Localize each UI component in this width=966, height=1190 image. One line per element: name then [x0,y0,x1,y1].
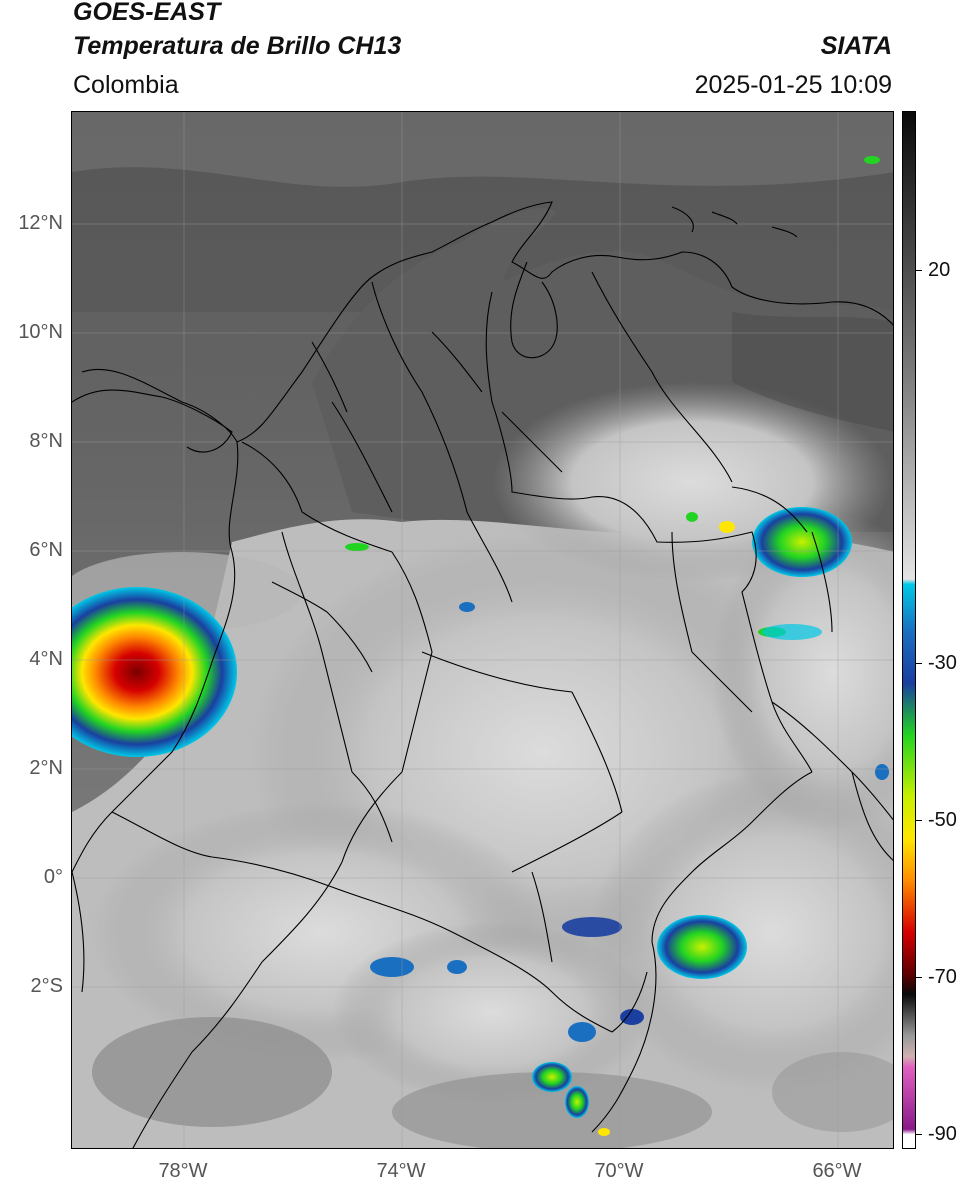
colorbar-label: -50 [928,809,957,831]
lat-label: 2°N [29,757,63,779]
datetime-label: 2025-01-25 10:09 [694,71,892,99]
storm-cell-pacific [72,587,237,757]
colorbar-label: -30 [928,652,957,674]
colorbar [902,111,916,1149]
colorbar-tick [916,270,922,271]
lon-label: 66°W [812,1160,862,1182]
colorbar-tick [916,977,922,978]
lat-label: 2°S [30,975,63,997]
colorbar-tick [916,663,922,664]
colorbar-tick [916,820,922,821]
region-label: Colombia [73,71,179,99]
lon-label: 74°W [376,1160,426,1182]
borders [72,201,893,1148]
lat-label: 4°N [29,648,63,670]
satellite-title: GOES-EAST [73,0,221,26]
colorbar-tick [916,1134,922,1135]
lat-label: 6°N [29,539,63,561]
lat-label: 12°N [18,212,63,234]
product-title: Temperatura de Brillo CH13 [73,32,402,60]
colorbar-label: -90 [928,1123,957,1145]
lat-label: 10°N [18,321,63,343]
lon-label: 70°W [594,1160,644,1182]
colorbar-label: -70 [928,966,957,988]
colorbar-label: 20 [928,259,951,281]
lon-label: 78°W [158,1160,208,1182]
storm-cell-northeast [752,507,852,577]
source-label: SIATA [820,32,892,60]
satellite-map[interactable] [71,111,894,1149]
map-canvas [72,112,893,1148]
lat-label: 0° [43,866,63,888]
lat-label: 8°N [29,430,63,452]
